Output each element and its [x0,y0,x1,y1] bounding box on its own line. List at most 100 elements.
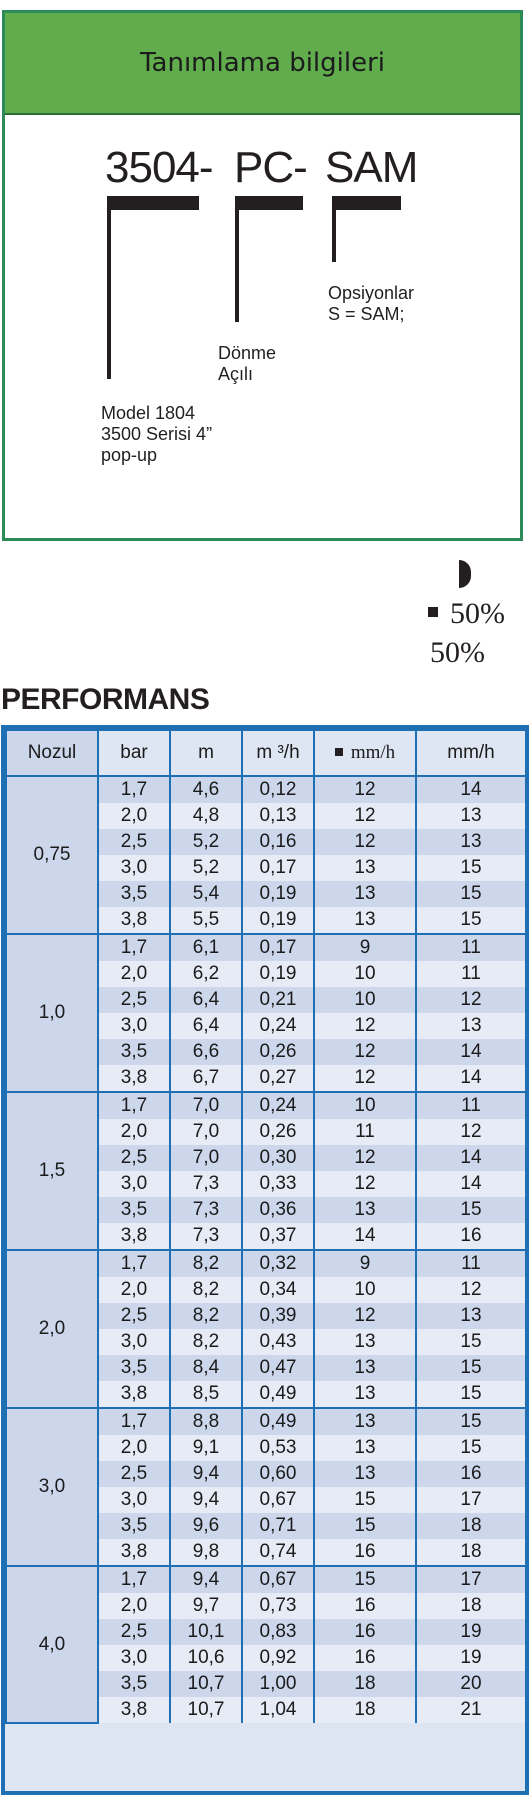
pressure-cell: 3,8 [97,1381,171,1408]
options-line-1: Opsiyonlar [328,283,415,303]
precip-cell: 13 [415,1303,527,1329]
table-row: 1,0 1,7 6,1 0,17 9 11 [5,933,527,1093]
flow-cell: 0,27 [241,1065,315,1092]
flow-cell: 0,60 [241,1461,315,1487]
pressure-cell: 1,7 [97,1565,171,1593]
flow-cell: 0,30 [241,1145,315,1171]
flow-cell: 0,47 [241,1355,315,1381]
header-flow: m ³/h [241,729,315,777]
pressure-cell: 3,5 [97,1039,171,1065]
table-row: 3,8 7,3 0,37 14 16 [6,1223,527,1250]
radius-cell: 9,4 [169,1565,243,1593]
flow-cell: 0,83 [241,1619,315,1645]
precip-cell: 11 [415,961,527,987]
precip-cell: 21 [415,1697,527,1723]
table-row: 3,0 5,2 0,17 13 15 [6,855,527,881]
pressure-cell: 2,5 [97,1303,171,1329]
radius-cell: 9,6 [169,1513,243,1539]
pressure-cell: 3,8 [97,1065,171,1092]
precip-square-cell: 13 [313,1381,417,1408]
pressure-cell: 2,0 [97,803,171,829]
radius-cell: 6,6 [169,1039,243,1065]
precip-square-cell: 11 [313,1119,417,1145]
options-bracket-stem [332,196,336,262]
precip-square-cell: 10 [313,1277,417,1303]
precip-square-cell: 12 [313,803,417,829]
precip-square-cell: 15 [313,1513,417,1539]
precip-cell: 11 [415,1091,527,1119]
table-row: 2,5 5,2 0,16 12 13 [6,829,527,855]
radius-cell: 7,3 [169,1197,243,1223]
pressure-cell: 1,7 [97,1407,171,1435]
header-radius: m [169,729,243,777]
precip-cell: 13 [415,803,527,829]
rotation-line-1: Dönme [218,343,277,363]
radius-cell: 9,7 [169,1593,243,1619]
table-row: 3,0 8,2 0,43 13 15 [6,1329,527,1355]
precip-square-cell: 16 [313,1539,417,1566]
precip-cell: 15 [415,1329,527,1355]
radius-cell: 10,1 [169,1619,243,1645]
table-row: 2,0 9,1 0,53 13 15 [6,1435,527,1461]
pressure-cell: 3,5 [97,881,171,907]
radius-cell: 8,5 [169,1381,243,1408]
performance-table: Nozul bar m m ³/h mm/h mm/h 0,75 1,7 4,6 0,… [5,729,527,1724]
flow-cell: 0,21 [241,987,315,1013]
pressure-cell: 1,7 [97,1249,171,1277]
radius-cell: 4,6 [169,775,243,803]
precip-square-cell: 13 [313,1461,417,1487]
precip-cell: 14 [415,1039,527,1065]
header-precip-square-label: mm/h [350,742,396,763]
precip-cell: 14 [415,1171,527,1197]
flow-cell: 0,26 [241,1119,315,1145]
precip-square-cell: 12 [313,1145,417,1171]
radius-cell: 8,2 [169,1329,243,1355]
radius-cell: 8,2 [169,1303,243,1329]
flow-cell: 1,04 [241,1697,315,1723]
precip-square-cell: 12 [313,775,417,803]
flow-cell: 0,19 [241,961,315,987]
table-row: 3,0 1,7 8,8 0,49 13 15 [5,1407,527,1567]
precip-cell: 20 [415,1671,527,1697]
radius-cell: 5,5 [169,907,243,934]
radius-cell: 9,4 [169,1461,243,1487]
table-row: 2,5 6,4 0,21 10 12 [6,987,527,1013]
pressure-cell: 2,0 [97,961,171,987]
precip-cell: 18 [415,1593,527,1619]
table-row: 2,0 9,7 0,73 16 18 [6,1593,527,1619]
radius-cell: 6,7 [169,1065,243,1092]
flow-cell: 0,34 [241,1277,315,1303]
pressure-cell: 3,8 [97,1697,171,1723]
radius-cell: 9,1 [169,1435,243,1461]
precip-square-cell: 16 [313,1619,417,1645]
header-precip-square: mm/h [313,729,417,777]
table-row: 3,5 5,4 0,19 13 15 [6,881,527,907]
pressure-cell: 3,0 [97,1013,171,1039]
flow-cell: 0,37 [241,1223,315,1250]
precip-square-cell: 12 [313,829,417,855]
pressure-cell: 2,0 [97,1593,171,1619]
precip-square-cell: 15 [313,1487,417,1513]
pressure-cell: 3,5 [97,1513,171,1539]
flow-cell: 0,32 [241,1249,315,1277]
flow-cell: 0,67 [241,1487,315,1513]
pressure-cell: 2,5 [97,829,171,855]
flow-cell: 0,17 [241,933,315,961]
precip-square-cell: 16 [313,1645,417,1671]
precip-cell: 19 [415,1619,527,1645]
precip-cell: 15 [415,881,527,907]
table-row: 4,0 1,7 9,4 0,67 15 17 [5,1565,527,1724]
precip-square-cell: 13 [313,1197,417,1223]
pressure-cell: 3,8 [97,907,171,934]
flow-cell: 0,92 [241,1645,315,1671]
radius-cell: 8,2 [169,1249,243,1277]
precip-square-cell: 15 [313,1565,417,1593]
precip-square-cell: 13 [313,907,417,934]
pressure-cell: 3,8 [97,1539,171,1566]
table-row: 3,0 7,3 0,33 12 14 [6,1171,527,1197]
options-bracket-top [332,196,401,210]
flow-cell: 0,36 [241,1197,315,1223]
pressure-cell: 2,0 [97,1435,171,1461]
precip-square-cell: 12 [313,1065,417,1092]
pressure-cell: 3,0 [97,1487,171,1513]
